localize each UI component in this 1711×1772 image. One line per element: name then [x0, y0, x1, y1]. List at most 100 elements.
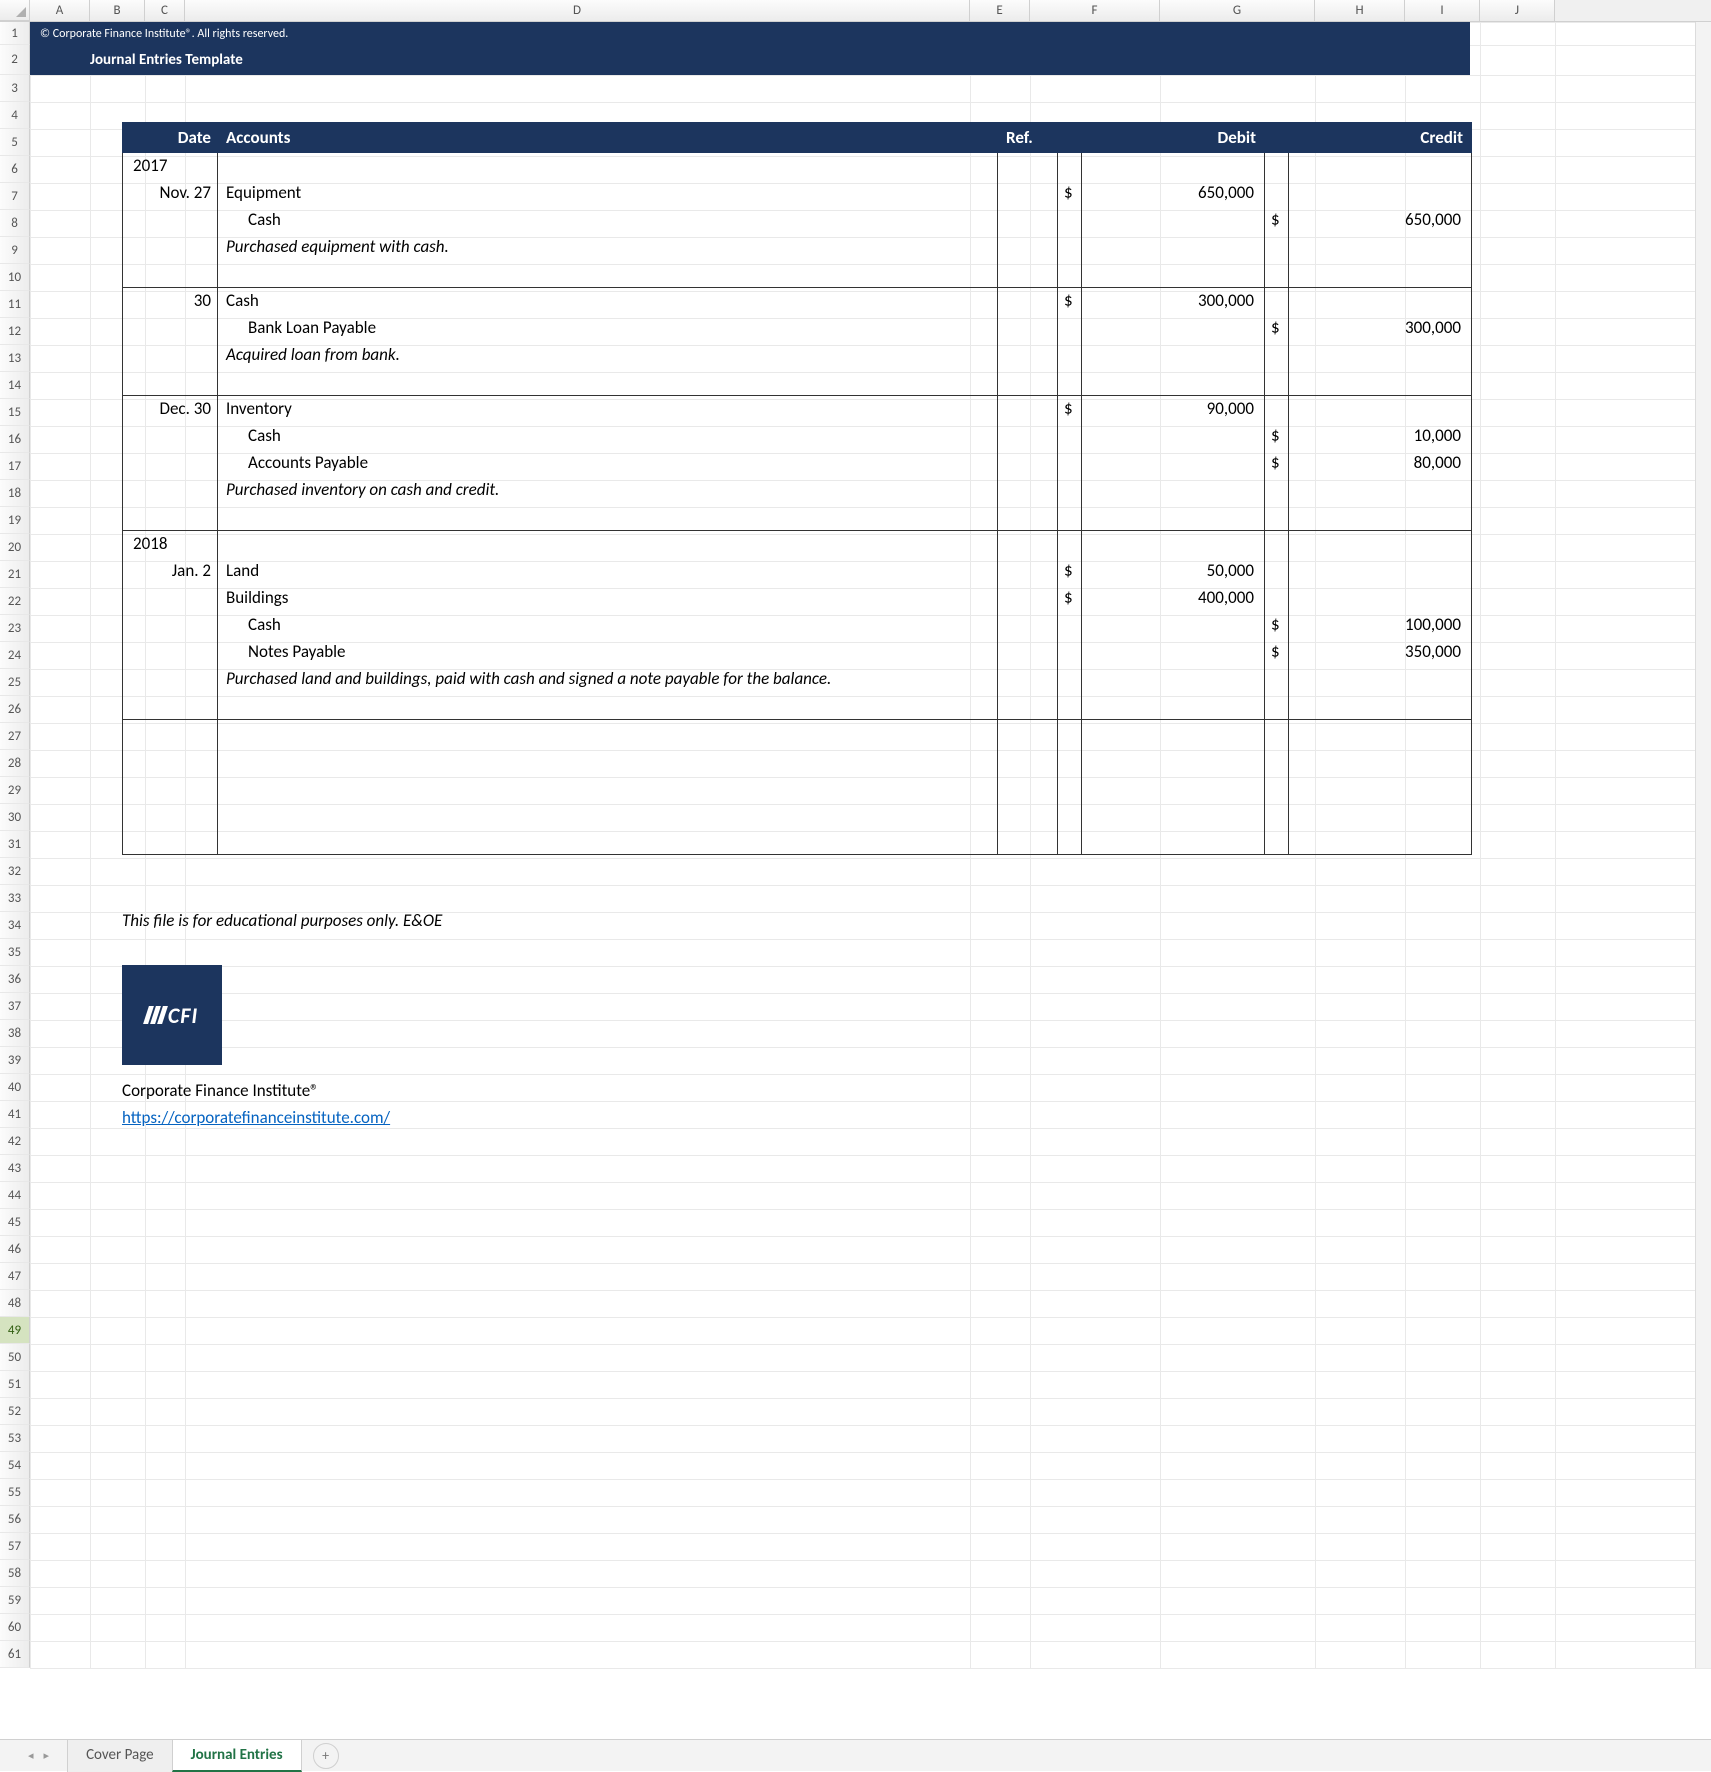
cell[interactable] [1265, 477, 1289, 504]
cell[interactable] [123, 720, 218, 747]
cell[interactable] [218, 693, 998, 720]
cell[interactable] [1265, 828, 1289, 855]
cell[interactable] [218, 261, 998, 288]
cell[interactable]: 300,000 [1288, 315, 1471, 342]
row-header[interactable]: 9 [0, 237, 30, 264]
cell[interactable]: $ [1058, 585, 1082, 612]
row-header[interactable]: 56 [0, 1506, 30, 1533]
row-header[interactable]: 19 [0, 507, 30, 534]
column-header[interactable]: D [185, 0, 970, 21]
row-header[interactable]: 35 [0, 939, 30, 966]
column-header[interactable]: G [1160, 0, 1315, 21]
cell[interactable] [1058, 639, 1082, 666]
row-header[interactable]: 4 [0, 102, 30, 129]
cell[interactable] [1265, 396, 1289, 423]
cell[interactable]: 350,000 [1288, 639, 1471, 666]
row-header[interactable]: 50 [0, 1344, 30, 1371]
cell[interactable] [1265, 369, 1289, 396]
row-header[interactable]: 59 [0, 1587, 30, 1614]
cell[interactable] [123, 261, 218, 288]
row-header[interactable]: 22 [0, 588, 30, 615]
cell[interactable] [1265, 180, 1289, 207]
cell[interactable] [1081, 720, 1264, 747]
cell[interactable] [1081, 747, 1264, 774]
cell[interactable] [1288, 558, 1471, 585]
cell[interactable] [1288, 774, 1471, 801]
cell[interactable] [1081, 477, 1264, 504]
cell[interactable] [218, 153, 998, 180]
tab-prev-icon[interactable]: ◂ [28, 1749, 34, 1762]
cell[interactable] [1288, 369, 1471, 396]
cell[interactable] [1288, 342, 1471, 369]
cell[interactable] [998, 612, 1058, 639]
cell[interactable] [123, 612, 218, 639]
cell[interactable] [1265, 693, 1289, 720]
cell[interactable] [1081, 828, 1264, 855]
cell[interactable]: Accounts Payable [218, 450, 998, 477]
row-header[interactable]: 8 [0, 210, 30, 237]
sheet-tab[interactable]: Cover Page [67, 1739, 173, 1772]
cell[interactable] [1081, 801, 1264, 828]
cell[interactable]: Jan. 2 [123, 558, 218, 585]
cell[interactable] [218, 504, 998, 531]
cell[interactable] [1058, 423, 1082, 450]
cell[interactable] [998, 261, 1058, 288]
cell[interactable] [123, 477, 218, 504]
cell[interactable]: Notes Payable [218, 639, 998, 666]
cell[interactable]: Equipment [218, 180, 998, 207]
tab-next-icon[interactable]: ▸ [44, 1749, 50, 1762]
row-header[interactable]: 46 [0, 1236, 30, 1263]
cell[interactable] [1288, 720, 1471, 747]
cell[interactable] [1288, 180, 1471, 207]
cell[interactable] [123, 585, 218, 612]
cell[interactable] [1058, 801, 1082, 828]
cell[interactable] [998, 639, 1058, 666]
vertical-scrollbar[interactable] [1695, 22, 1711, 1668]
row-header[interactable]: 43 [0, 1155, 30, 1182]
cell[interactable]: $ [1265, 207, 1289, 234]
cell[interactable]: Land [218, 558, 998, 585]
row-header[interactable]: 40 [0, 1074, 30, 1101]
cell[interactable]: $ [1265, 612, 1289, 639]
cell[interactable] [1081, 531, 1264, 558]
cell[interactable]: $ [1058, 180, 1082, 207]
cell[interactable] [1265, 774, 1289, 801]
row-header[interactable]: 5 [0, 129, 30, 156]
cell[interactable] [123, 693, 218, 720]
cell[interactable] [123, 666, 218, 693]
cell[interactable] [998, 369, 1058, 396]
cell[interactable] [998, 747, 1058, 774]
row-header[interactable]: 52 [0, 1398, 30, 1425]
memo-cell[interactable]: Acquired loan from bank. [218, 342, 998, 369]
cell[interactable] [998, 504, 1058, 531]
cell[interactable] [1058, 207, 1082, 234]
cell[interactable] [123, 747, 218, 774]
add-sheet-button[interactable]: + [313, 1743, 339, 1769]
cell[interactable]: $ [1058, 396, 1082, 423]
cell[interactable]: 80,000 [1288, 450, 1471, 477]
column-header[interactable]: J [1480, 0, 1555, 21]
row-header[interactable]: 36 [0, 966, 30, 993]
row-header[interactable]: 49 [0, 1317, 30, 1344]
row-header[interactable]: 37 [0, 993, 30, 1020]
column-header[interactable]: B [90, 0, 145, 21]
cell[interactable] [123, 234, 218, 261]
row-header[interactable]: 30 [0, 804, 30, 831]
cell[interactable] [123, 315, 218, 342]
company-link[interactable]: https://corporatefinanceinstitute.com/ [122, 1107, 390, 1128]
cell[interactable] [998, 450, 1058, 477]
cell[interactable] [998, 396, 1058, 423]
cell[interactable]: Inventory [218, 396, 998, 423]
cell[interactable] [998, 720, 1058, 747]
cell[interactable] [998, 531, 1058, 558]
cell[interactable] [123, 207, 218, 234]
cell[interactable] [123, 828, 218, 855]
cell[interactable] [1265, 747, 1289, 774]
cell[interactable] [218, 720, 998, 747]
row-header[interactable]: 14 [0, 372, 30, 399]
cell[interactable] [1058, 315, 1082, 342]
cell[interactable] [123, 450, 218, 477]
cell[interactable] [998, 801, 1058, 828]
cell[interactable]: 400,000 [1081, 585, 1264, 612]
cell[interactable] [1265, 585, 1289, 612]
